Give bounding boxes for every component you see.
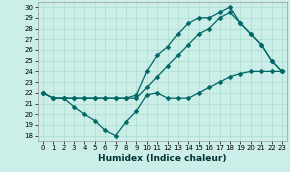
X-axis label: Humidex (Indice chaleur): Humidex (Indice chaleur) <box>98 154 227 163</box>
